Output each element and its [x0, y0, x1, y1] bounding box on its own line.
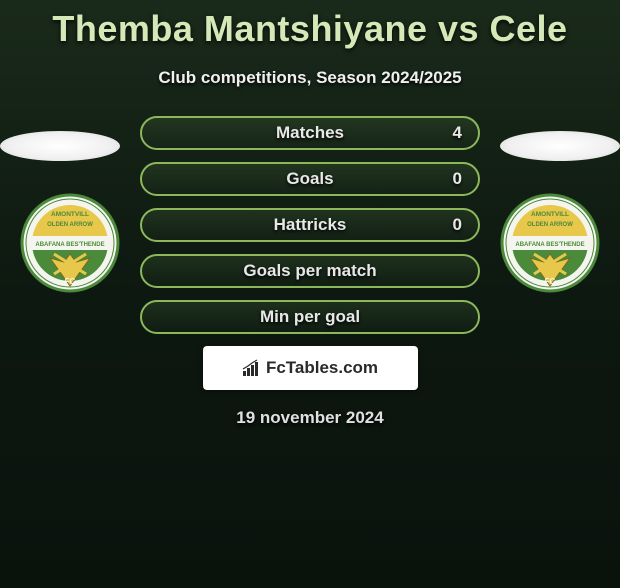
player-avatar-left [0, 131, 120, 161]
stat-value: 0 [453, 215, 462, 235]
stat-row-hattricks: Hattricks 0 [140, 208, 480, 242]
shield-icon: ABAFANA BES'THENDE AMONTVILL OLDEN ARROW… [500, 186, 600, 301]
svg-text:FC: FC [65, 277, 76, 286]
club-badge-left: ABAFANA BES'THENDE AMONTVILL OLDEN ARROW… [20, 186, 120, 301]
fctables-logo[interactable]: FcTables.com [203, 346, 418, 390]
stat-row-goals-per-match: Goals per match [140, 254, 480, 288]
stat-value: 4 [453, 123, 462, 143]
svg-text:OLDEN ARROW: OLDEN ARROW [527, 222, 573, 228]
stat-row-min-per-goal: Min per goal [140, 300, 480, 334]
logo-text: FcTables.com [242, 358, 378, 378]
club-badge-right: ABAFANA BES'THENDE AMONTVILL OLDEN ARROW… [500, 186, 600, 301]
stat-value: 0 [453, 169, 462, 189]
player-avatar-right [500, 131, 620, 161]
stat-label: Min per goal [142, 307, 478, 327]
svg-text:ABAFANA BES'THENDE: ABAFANA BES'THENDE [35, 242, 104, 248]
svg-text:ABAFANA BES'THENDE: ABAFANA BES'THENDE [515, 242, 584, 248]
svg-text:AMONTVILL: AMONTVILL [51, 211, 89, 218]
chart-icon [242, 359, 262, 377]
stat-row-matches: Matches 4 [140, 116, 480, 150]
page-title: Themba Mantshiyane vs Cele [0, 8, 620, 50]
svg-text:FC: FC [545, 277, 556, 286]
svg-text:OLDEN ARROW: OLDEN ARROW [47, 222, 93, 228]
date-text: 19 november 2024 [0, 408, 620, 428]
stat-label: Matches [142, 123, 478, 143]
stat-label: Hattricks [142, 215, 478, 235]
logo-label: FcTables.com [266, 358, 378, 378]
stat-row-goals: Goals 0 [140, 162, 480, 196]
svg-text:AMONTVILL: AMONTVILL [531, 211, 569, 218]
shield-icon: ABAFANA BES'THENDE AMONTVILL OLDEN ARROW… [20, 186, 120, 301]
subtitle: Club competitions, Season 2024/2025 [0, 68, 620, 88]
stat-label: Goals per match [142, 261, 478, 281]
stat-label: Goals [142, 169, 478, 189]
stats-container: Matches 4 Goals 0 Hattricks 0 Goals per … [140, 116, 480, 334]
